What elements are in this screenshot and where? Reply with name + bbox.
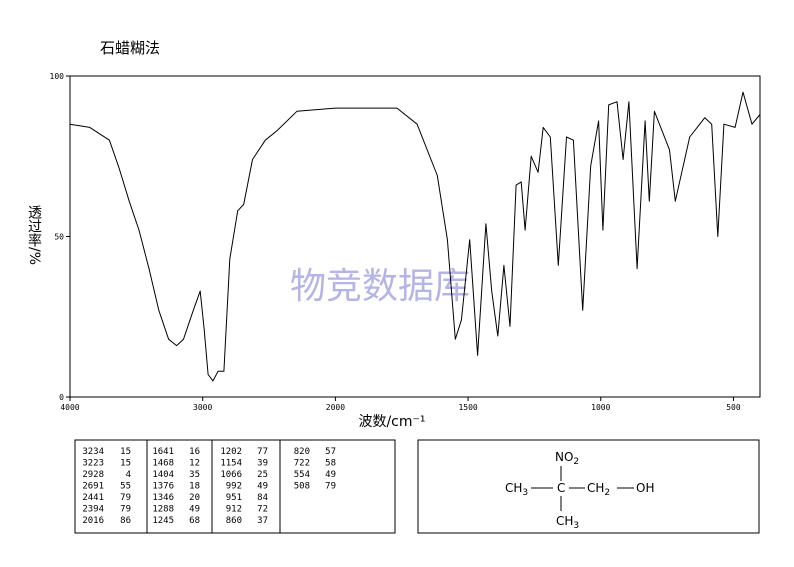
chem-subscript: 2 <box>604 488 610 498</box>
peak-wavenumber: 3223 <box>82 459 104 469</box>
peak-transmittance: 15 <box>120 459 131 469</box>
x-tick-label: 1000 <box>591 403 610 412</box>
peak-wavenumber: 1288 <box>152 505 174 515</box>
y-tick-label: 50 <box>54 233 64 242</box>
bonds <box>531 466 634 511</box>
peak-wavenumber: 2928 <box>82 470 104 480</box>
peak-wavenumber: 1245 <box>152 516 174 526</box>
peak-wavenumber: 2441 <box>82 493 104 503</box>
peak-transmittance: 39 <box>257 459 268 469</box>
chem-group: OH <box>636 481 654 495</box>
peak-transmittance: 18 <box>189 482 200 492</box>
peak-transmittance: 16 <box>189 447 200 457</box>
chem-group: CH3 <box>556 514 579 531</box>
peak-wavenumber: 1066 <box>220 470 242 480</box>
plot-frame <box>69 75 761 398</box>
peak-wavenumber: 722 <box>294 459 310 469</box>
chem-group: C <box>557 481 565 495</box>
x-tick-label: 3000 <box>193 403 212 412</box>
chem-label: CH <box>587 481 604 495</box>
peak-wavenumber: 1641 <box>152 447 174 457</box>
x-axis-label: 波数/cm⁻¹ <box>358 414 425 430</box>
peak-transmittance: 49 <box>189 505 200 515</box>
peak-wavenumber: 1468 <box>152 459 174 469</box>
peak-transmittance: 84 <box>257 493 268 503</box>
chem-label: CH <box>556 514 573 528</box>
peak-transmittance: 12 <box>189 459 200 469</box>
x-tick-label: 2000 <box>326 403 345 412</box>
peak-transmittance: 86 <box>120 516 131 526</box>
chart-title: 石蜡糊法 <box>100 39 160 57</box>
peak-transmittance: 58 <box>325 459 336 469</box>
chem-subscript: 3 <box>573 521 579 531</box>
peak-wavenumber: 912 <box>226 505 242 515</box>
x-tick-label: 4000 <box>60 403 79 412</box>
peak-transmittance: 79 <box>120 493 131 503</box>
peak-wavenumber: 1202 <box>220 447 242 457</box>
peak-wavenumber: 2016 <box>82 516 104 526</box>
peak-transmittance: 72 <box>257 505 268 515</box>
peak-wavenumber: 1346 <box>152 493 174 503</box>
chem-label: CH <box>505 481 522 495</box>
peak-wavenumber: 951 <box>226 493 242 503</box>
chem-subscript: 2 <box>573 457 579 467</box>
peak-wavenumber: 992 <box>226 482 242 492</box>
peak-transmittance: 68 <box>189 516 200 526</box>
peak-wavenumber: 2691 <box>82 482 104 492</box>
peak-wavenumber: 3234 <box>82 447 104 457</box>
chem-label: OH <box>636 481 654 495</box>
peak-transmittance: 55 <box>120 482 131 492</box>
peak-transmittance: 79 <box>325 482 336 492</box>
peak-wavenumber: 1154 <box>220 459 242 469</box>
y-tick-label: 100 <box>50 72 65 81</box>
peak-wavenumber: 2394 <box>82 505 104 515</box>
peak-transmittance: 49 <box>325 470 336 480</box>
peak-table-frame <box>74 439 396 534</box>
peak-wavenumber: 1404 <box>152 470 174 480</box>
y-tick-label: 0 <box>59 393 64 402</box>
peak-transmittance: 25 <box>257 470 268 480</box>
peak-wavenumber: 1376 <box>152 482 174 492</box>
peak-transmittance: 49 <box>257 482 268 492</box>
chem-group: NO2 <box>555 450 579 467</box>
watermark: 物竞数据库 <box>290 266 470 307</box>
peak-transmittance: 35 <box>189 470 200 480</box>
peak-wavenumber: 554 <box>294 470 310 480</box>
peak-transmittance: 77 <box>257 447 268 457</box>
peak-transmittance: 37 <box>257 516 268 526</box>
peak-transmittance: 20 <box>189 493 200 503</box>
chem-group: CH2 <box>587 481 610 498</box>
peak-transmittance: 4 <box>126 470 131 480</box>
structure-frame <box>417 439 760 534</box>
peak-wavenumber: 820 <box>294 447 310 457</box>
chem-subscript: 3 <box>522 488 528 498</box>
peak-transmittance: 79 <box>120 505 131 515</box>
y-axis-label: 透过率/% <box>26 205 42 265</box>
x-tick-label: 500 <box>726 403 741 412</box>
peak-transmittance: 57 <box>325 447 336 457</box>
peak-wavenumber: 860 <box>226 516 242 526</box>
spectrum-line <box>69 91 761 382</box>
peak-transmittance: 15 <box>120 447 131 457</box>
x-tick-label: 1500 <box>458 403 477 412</box>
chem-label: C <box>557 481 565 495</box>
chem-label: NO <box>555 450 573 464</box>
peak-wavenumber: 508 <box>294 482 310 492</box>
chem-group: CH3 <box>505 481 528 498</box>
